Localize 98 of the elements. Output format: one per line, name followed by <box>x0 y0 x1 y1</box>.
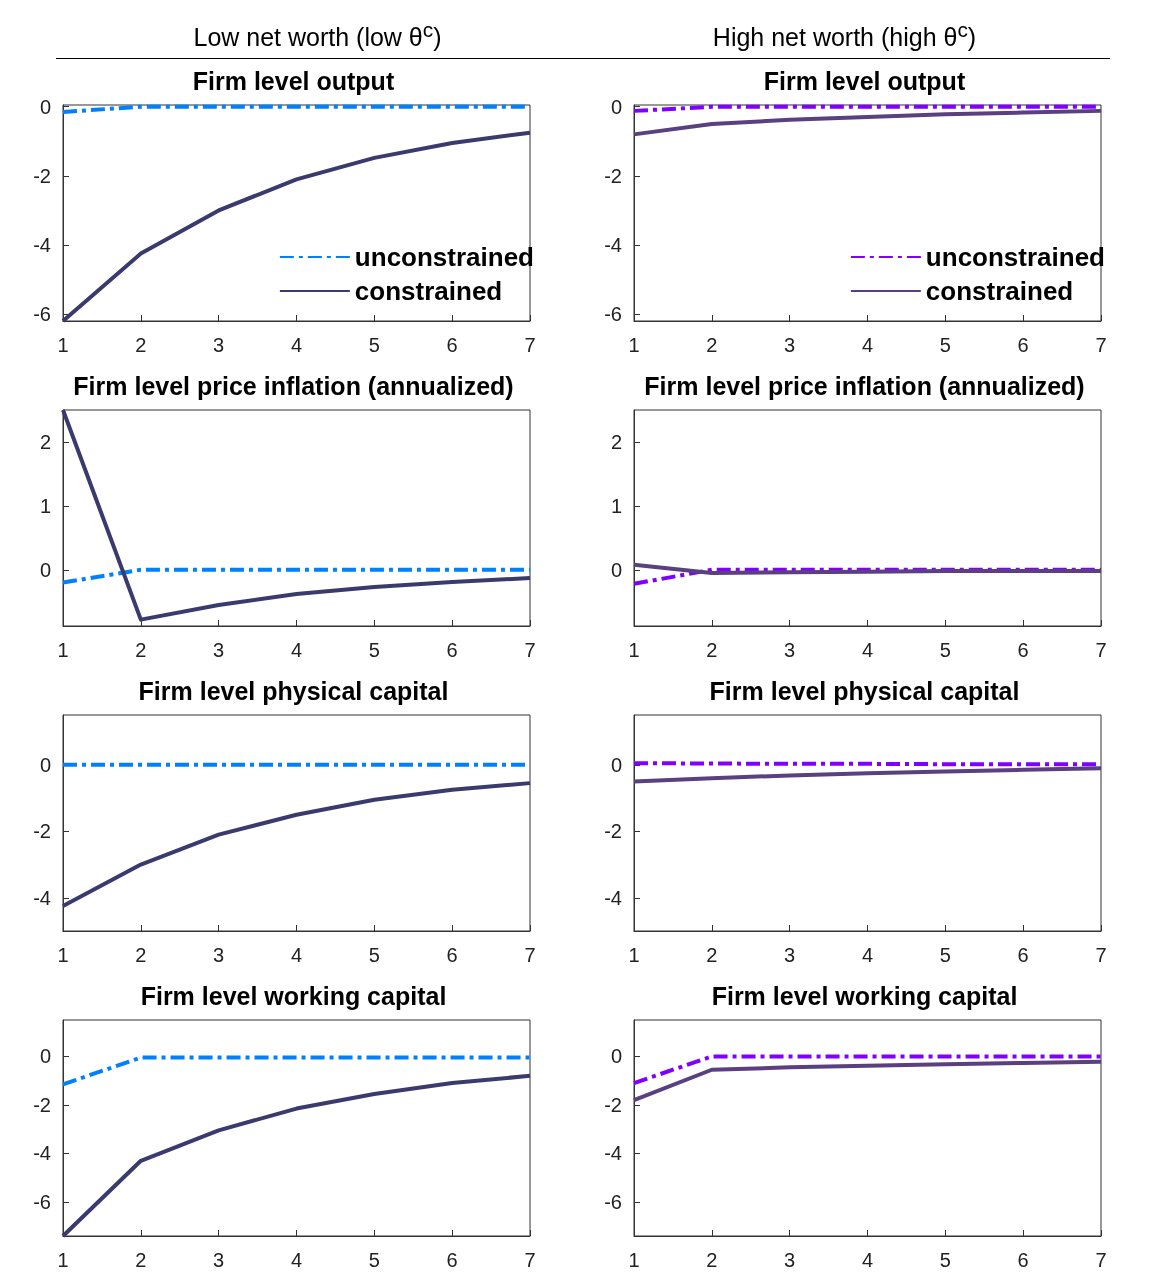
y-tick-label: 1 <box>610 494 622 517</box>
x-tick-label: 2 <box>135 334 147 356</box>
x-tick-label: 2 <box>706 639 718 661</box>
chart-title: Firm level working capital <box>711 981 1018 1010</box>
y-tick-label: -2 <box>604 164 622 187</box>
x-tick-label: 6 <box>1017 944 1029 966</box>
y-tick-label: -4 <box>604 233 622 256</box>
x-tick-label: 3 <box>213 334 225 356</box>
y-tick-label: -6 <box>33 1191 51 1214</box>
y-tick-label: 2 <box>39 430 51 453</box>
x-tick-label: 1 <box>628 639 640 661</box>
y-tick-label: 0 <box>610 95 622 118</box>
y-tick-label: -4 <box>33 1142 51 1165</box>
x-tick-label: 2 <box>706 1249 718 1271</box>
x-tick-label: 6 <box>446 944 458 966</box>
y-tick-label: 0 <box>610 1045 622 1068</box>
x-tick-label: 3 <box>784 639 796 661</box>
y-tick-label: -4 <box>33 233 51 256</box>
x-tick-label: 3 <box>213 639 225 661</box>
x-tick-label: 7 <box>524 334 536 356</box>
x-tick-label: 5 <box>939 944 951 966</box>
x-tick-label: 2 <box>706 944 718 966</box>
x-tick-label: 7 <box>524 1249 536 1271</box>
x-tick-label: 4 <box>290 639 303 661</box>
x-tick-label: 7 <box>1095 639 1107 661</box>
x-tick-label: 5 <box>939 334 951 356</box>
x-tick-label: 1 <box>57 639 69 661</box>
x-tick-label: 6 <box>446 334 458 356</box>
x-tick-label: 5 <box>368 944 380 966</box>
y-tick-label: 0 <box>39 753 51 776</box>
y-tick-label: 2 <box>610 430 622 453</box>
x-tick-label: 2 <box>135 1249 147 1271</box>
chart-subtitle: Low net worth (low θ$^{c}$) <box>56 8 579 59</box>
x-tick-label: 6 <box>1017 334 1029 356</box>
chart-title: Firm level output <box>192 66 395 95</box>
chart-title: Firm level physical capital <box>138 676 449 705</box>
x-tick-label: 7 <box>524 944 536 966</box>
legend-label: unconstrained <box>925 242 1106 272</box>
y-tick-label: 0 <box>610 753 622 776</box>
x-tick-label: 1 <box>57 334 69 356</box>
y-tick-label: 0 <box>610 558 622 581</box>
y-tick-label: -2 <box>33 820 51 843</box>
x-tick-label: 5 <box>939 639 951 661</box>
x-tick-label: 7 <box>524 639 536 661</box>
chart-title: Firm level output <box>763 66 966 95</box>
chart-title: Firm level price inflation (annualized) <box>644 371 1085 400</box>
x-tick-label: 3 <box>784 334 796 356</box>
y-tick-label: 0 <box>39 95 51 118</box>
y-tick-label: -6 <box>604 303 622 326</box>
y-tick-label: 0 <box>39 1045 51 1068</box>
x-tick-label: 3 <box>213 1249 225 1271</box>
x-tick-label: 1 <box>628 944 640 966</box>
legend-label: constrained <box>925 276 1074 306</box>
x-tick-label: 4 <box>861 639 874 661</box>
x-tick-label: 1 <box>57 1249 69 1271</box>
x-tick-label: 4 <box>290 944 303 966</box>
x-tick-label: 7 <box>1095 334 1107 356</box>
x-tick-label: 1 <box>57 944 69 966</box>
x-tick-label: 5 <box>368 1249 380 1271</box>
x-tick-label: 6 <box>1017 639 1029 661</box>
x-tick-label: 7 <box>1095 944 1107 966</box>
y-tick-label: -4 <box>33 886 51 909</box>
chart-subtitle: High net worth (high θ$^{c}$) <box>579 8 1110 59</box>
x-tick-label: 1 <box>628 1249 640 1271</box>
x-tick-label: 3 <box>213 944 225 966</box>
x-tick-label: 2 <box>135 639 147 661</box>
x-tick-label: 5 <box>939 1249 951 1271</box>
x-tick-label: 6 <box>446 639 458 661</box>
y-tick-label: -2 <box>604 1093 622 1116</box>
x-tick-label: 2 <box>706 334 718 356</box>
x-tick-label: 4 <box>290 1249 303 1271</box>
x-tick-label: 2 <box>135 944 147 966</box>
x-tick-label: 4 <box>290 334 303 356</box>
y-tick-label: -2 <box>604 820 622 843</box>
x-tick-label: 3 <box>784 1249 796 1271</box>
x-tick-label: 6 <box>1017 1249 1029 1271</box>
x-tick-label: 5 <box>368 334 380 356</box>
y-tick-label: -6 <box>604 1191 622 1214</box>
y-tick-label: -4 <box>604 886 622 909</box>
y-tick-label: -2 <box>33 1093 51 1116</box>
x-tick-label: 1 <box>628 334 640 356</box>
x-tick-label: 5 <box>368 639 380 661</box>
y-tick-label: 1 <box>39 494 51 517</box>
x-tick-label: 4 <box>861 334 874 356</box>
y-tick-label: -2 <box>33 164 51 187</box>
y-tick-label: -6 <box>33 303 51 326</box>
x-tick-label: 3 <box>784 944 796 966</box>
legend-label: constrained <box>354 276 503 306</box>
legend-label: unconstrained <box>354 242 535 272</box>
x-tick-label: 4 <box>861 944 874 966</box>
x-tick-label: 7 <box>1095 1249 1107 1271</box>
chart-title: Firm level working capital <box>140 981 447 1010</box>
x-tick-label: 4 <box>861 1249 874 1271</box>
y-tick-label: 0 <box>39 558 51 581</box>
chart-title: Firm level price inflation (annualized) <box>73 371 514 400</box>
y-tick-label: -4 <box>604 1142 622 1165</box>
chart-title: Firm level physical capital <box>709 676 1020 705</box>
x-tick-label: 6 <box>446 1249 458 1271</box>
